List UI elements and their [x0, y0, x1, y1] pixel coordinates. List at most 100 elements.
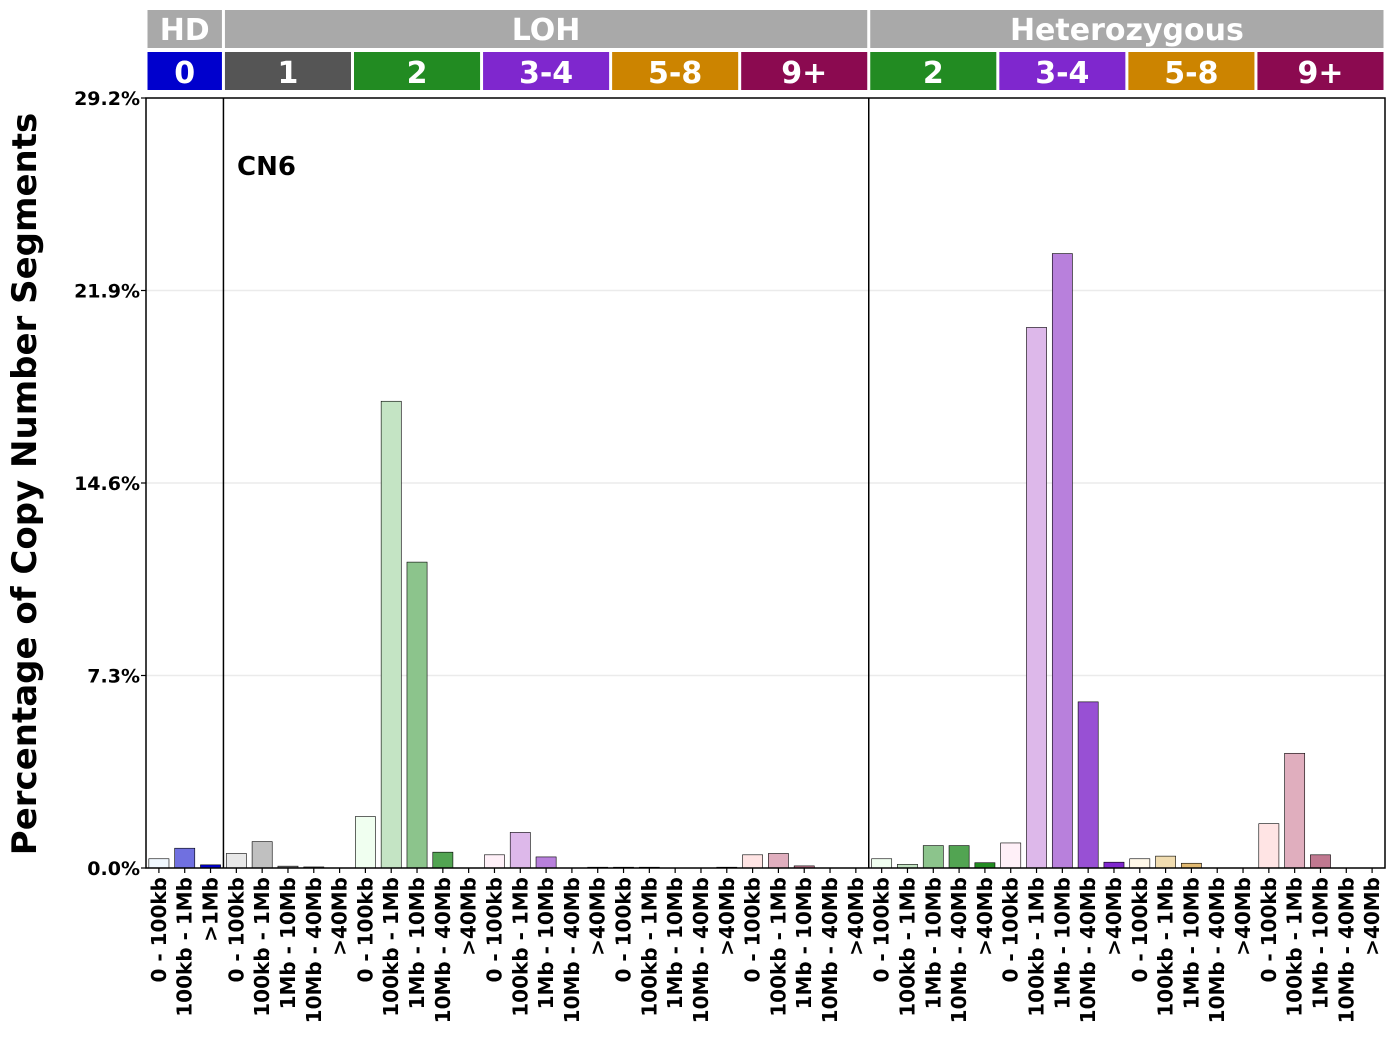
y-tick-label: 7.3% [87, 666, 140, 688]
cn-group-header-box [1257, 52, 1384, 90]
cn-group-header-label: 3-4 [519, 56, 573, 91]
bar [174, 847, 196, 869]
cn-group-header-box [354, 52, 481, 90]
bar [871, 858, 893, 869]
x-tick-label: 0 - 100kb [741, 877, 765, 983]
bar [380, 400, 402, 869]
x-tick-label: 10Mb - 40Mb [947, 877, 971, 1023]
x-tick-label: 1Mb - 10Mb [534, 877, 558, 1009]
x-tick-label: >40Mb [1102, 877, 1126, 956]
x-tick-label: 0 - 100kb [353, 877, 377, 983]
bar [1000, 842, 1022, 869]
bar [1310, 854, 1331, 869]
y-tick-label: 29.2% [74, 88, 140, 110]
bar [922, 845, 944, 869]
x-tick-label: 0 - 100kb [224, 877, 248, 983]
x-tick-label: >40Mb [586, 877, 610, 956]
copy-number-group-headers: 0 1 2 3-4 5-8 9+ 2 3-4 5-8 9+ [147, 52, 1384, 91]
bar [1077, 701, 1099, 869]
bar [406, 561, 428, 869]
cn-group-header-label: 0 [174, 56, 195, 91]
x-tick-label: 10Mb - 40Mb [689, 877, 713, 1023]
bar [432, 851, 454, 869]
x-tick-label: 100kb - 1Mb [508, 877, 532, 1017]
bar [1026, 327, 1047, 869]
x-tick-label: 10Mb - 40Mb [1334, 877, 1358, 1023]
grid-lines [146, 289, 1385, 677]
x-tick-label: 0 - 100kb [870, 877, 894, 983]
bar [484, 854, 505, 869]
bar [509, 832, 531, 869]
x-tick-label: >40Mb [1231, 877, 1255, 956]
bar [148, 858, 170, 869]
bar [974, 862, 996, 869]
x-tick-label: >40Mb [715, 877, 739, 956]
x-tick-label: 1Mb - 10Mb [1308, 877, 1332, 1009]
cn-group-header-label: 9+ [781, 56, 827, 91]
cn-group-header-label: 1 [278, 56, 299, 91]
x-tick-label: 0 - 100kb [1257, 877, 1281, 983]
cn-group-header-box [1128, 52, 1255, 90]
x-tick-label: 1Mb - 10Mb [663, 877, 687, 1009]
top-group-header-label: Heterozygous [1010, 13, 1244, 48]
bar [1103, 861, 1125, 869]
x-tick-label: >40Mb [1360, 877, 1384, 956]
y-tick-label: 14.6% [74, 473, 140, 495]
x-tick-label: 100kb - 1Mb [173, 877, 197, 1017]
x-tick-label: 100kb - 1Mb [1154, 877, 1178, 1017]
cn-annotation: CN6 [237, 152, 296, 182]
x-tick-label: >40Mb [328, 877, 352, 956]
x-axis-ticks: 0 - 100kb 100kb - 1Mb >1Mb 0 - 100kb 100kb -… [147, 868, 1384, 1023]
y-axis-label: Percentage of Copy Number Segments [5, 113, 45, 855]
x-tick-label: 10Mb - 40Mb [302, 877, 326, 1023]
top-group-headers: HD LOH Heterozygous [147, 10, 1384, 48]
x-tick-label: >40Mb [457, 877, 481, 956]
bar [768, 853, 789, 869]
y-tick-label: 21.9% [74, 281, 140, 303]
top-group-header-label: LOH [512, 13, 581, 48]
x-tick-label: 1Mb - 10Mb [792, 877, 816, 1009]
y-axis-ticks: 0.0% 7.3% 14.6% 21.9% 29.2% [74, 88, 146, 880]
cn-group-header-box [483, 52, 610, 90]
x-tick-label: 100kb - 1Mb [1283, 877, 1307, 1017]
x-tick-label: 1Mb - 10Mb [405, 877, 429, 1009]
bar-series [148, 253, 1331, 869]
cn-group-header-box [224, 52, 351, 90]
top-group-header-box [870, 10, 1384, 48]
cn-group-header-box [999, 52, 1126, 90]
bar [1129, 858, 1151, 869]
bar [948, 845, 970, 869]
y-tick-label: 0.0% [87, 858, 140, 880]
x-tick-label: 0 - 100kb [482, 877, 506, 983]
x-tick-label: 0 - 100kb [612, 877, 636, 983]
x-tick-label: 0 - 100kb [999, 877, 1023, 983]
x-tick-label: 100kb - 1Mb [250, 877, 274, 1017]
x-tick-label: >1Mb [199, 877, 223, 942]
x-tick-label: 1Mb - 10Mb [276, 877, 300, 1009]
cn-group-header-box [741, 52, 868, 90]
cn-group-header-box [612, 52, 739, 90]
bar [1258, 823, 1280, 869]
bar [251, 841, 273, 869]
x-tick-label: 10Mb - 40Mb [560, 877, 584, 1023]
bar [1155, 855, 1176, 869]
bar [1284, 752, 1306, 869]
cn-group-header-label: 9+ [1297, 56, 1343, 91]
cn-group-header-box [870, 52, 997, 90]
x-tick-label: 10Mb - 40Mb [431, 877, 455, 1023]
x-tick-label: 1Mb - 10Mb [1179, 877, 1203, 1009]
cn-group-header-label: 2 [407, 56, 428, 91]
top-group-header-box [224, 10, 868, 48]
bar [355, 816, 376, 869]
x-tick-label: 10Mb - 40Mb [818, 877, 842, 1023]
x-tick-label: >40Mb [844, 877, 868, 956]
x-tick-label: 10Mb - 40Mb [1076, 877, 1100, 1023]
x-tick-label: 1Mb - 10Mb [921, 877, 945, 1009]
x-tick-label: 1Mb - 10Mb [1050, 877, 1074, 1009]
cn-group-header-box [147, 52, 222, 90]
x-tick-label: 100kb - 1Mb [1025, 877, 1049, 1017]
top-group-header-box [147, 10, 222, 48]
cn-group-header-label: 5-8 [648, 56, 702, 91]
cn-group-header-label: 5-8 [1164, 56, 1218, 91]
